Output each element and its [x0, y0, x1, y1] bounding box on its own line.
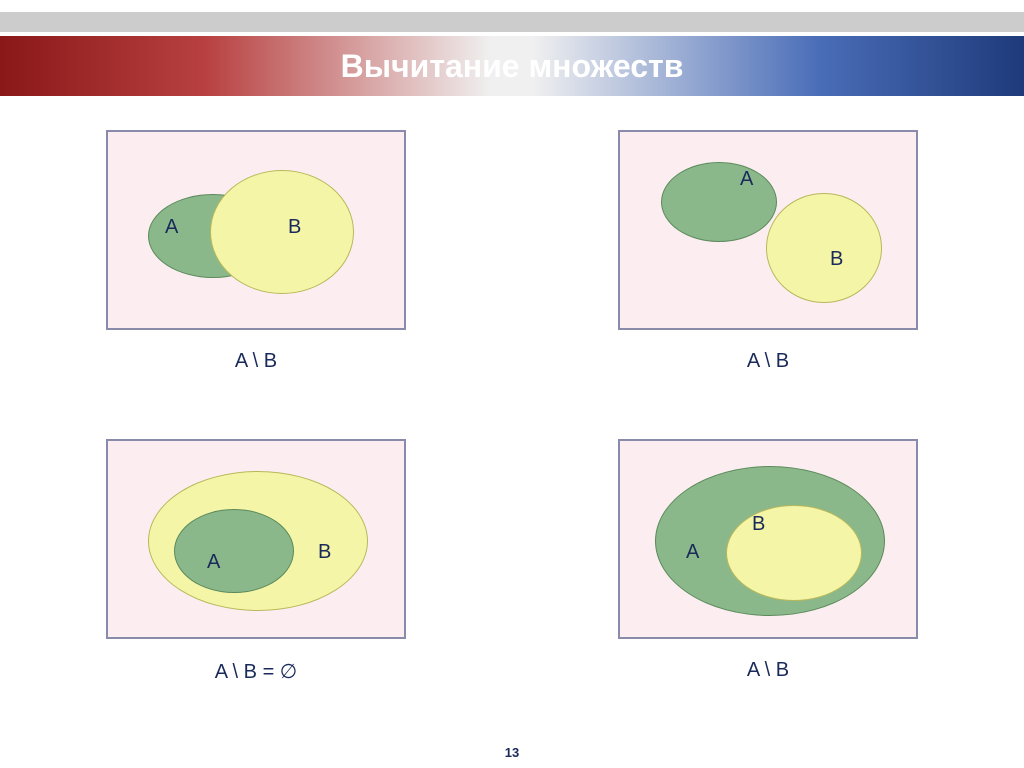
set-b-ellipse — [726, 505, 862, 601]
set-label-a: A — [165, 216, 178, 239]
set-label-a: A — [740, 168, 753, 191]
diagram-box: AB — [106, 130, 406, 330]
set-label-a: A — [207, 551, 220, 574]
diagram-box: AB — [618, 130, 918, 330]
slide-number: 13 — [0, 745, 1024, 760]
set-b-ellipse — [766, 193, 882, 303]
diagram-caption: A \ B = ∅ — [215, 659, 297, 684]
set-label-b: B — [752, 513, 765, 536]
set-a-ellipse — [661, 162, 777, 242]
content-grid: AB A \ B AB A \ B AB A \ B = ∅ AB A \ B — [0, 110, 1024, 738]
set-b-ellipse — [210, 170, 354, 294]
diagram-caption: A \ B — [747, 659, 789, 682]
diagram-cell-disjoint: AB A \ B — [572, 130, 964, 429]
diagram-cell-overlapping: AB A \ B — [60, 130, 452, 429]
set-label-a: A — [686, 541, 699, 564]
diagram-cell-a-in-b: AB A \ B = ∅ — [60, 439, 452, 738]
diagram-caption: A \ B — [235, 350, 277, 373]
set-label-b: B — [288, 216, 301, 239]
top-gray-bar — [0, 12, 1024, 32]
diagram-box: AB — [618, 439, 918, 639]
diagram-caption: A \ B — [747, 350, 789, 373]
diagram-cell-b-in-a: AB A \ B — [572, 439, 964, 738]
set-label-b: B — [830, 248, 843, 271]
diagram-box: AB — [106, 439, 406, 639]
set-a-ellipse — [174, 509, 294, 593]
slide-title: Вычитание множеств — [341, 48, 684, 85]
title-bar: Вычитание множеств — [0, 36, 1024, 96]
set-label-b: B — [318, 541, 331, 564]
